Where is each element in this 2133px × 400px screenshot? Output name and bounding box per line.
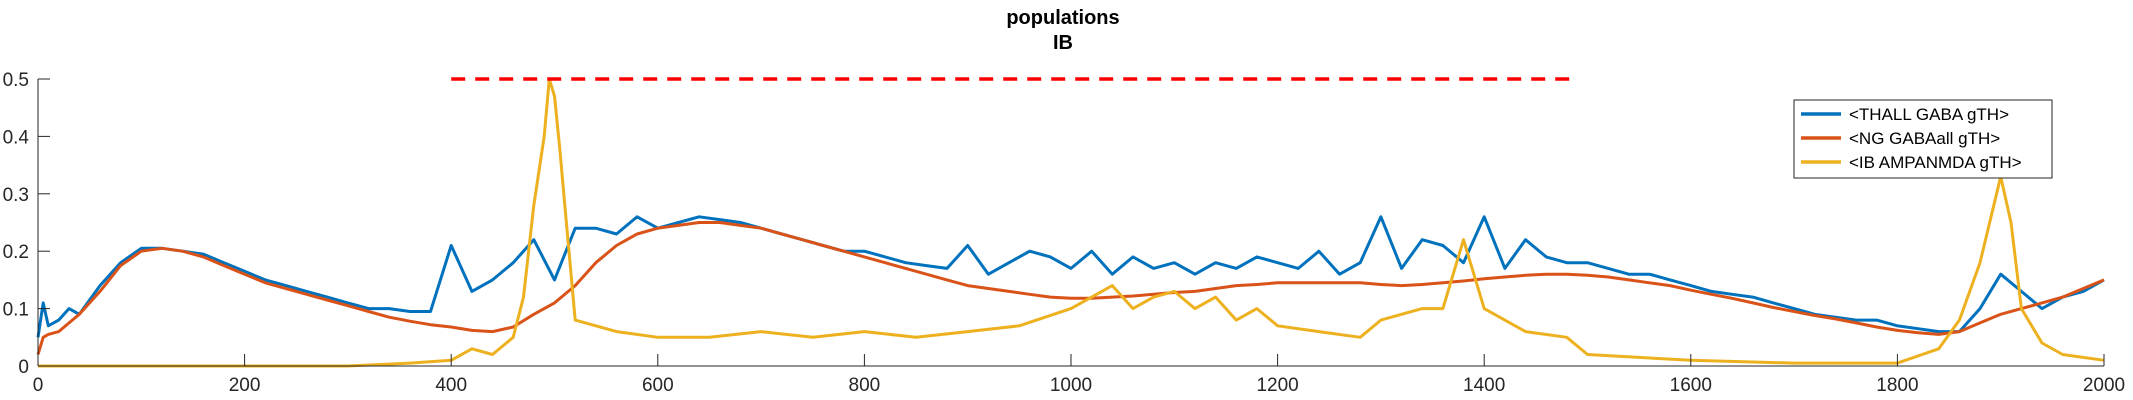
y-tick-label: 0.3 bbox=[3, 185, 29, 206]
legend-label-1: <THALL GABA gTH> bbox=[1849, 105, 2009, 124]
y-axis-ticks: 0 0.1 0.2 0.3 0.4 0.5 bbox=[3, 70, 50, 378]
x-tick-label: 400 bbox=[435, 375, 467, 396]
y-tick-label: 0.2 bbox=[3, 242, 29, 263]
x-tick-label: 1200 bbox=[1256, 375, 1298, 396]
y-tick-label: 0.1 bbox=[3, 300, 29, 321]
y-tick-label: 0.5 bbox=[3, 70, 29, 91]
x-tick-label: 2000 bbox=[2083, 375, 2125, 396]
legend-label-2: <NG GABAall gTH> bbox=[1849, 129, 2000, 148]
series-line-1 bbox=[36, 215, 2105, 338]
x-tick-label: 200 bbox=[229, 375, 261, 396]
x-tick-label: 1800 bbox=[1876, 375, 1918, 396]
plot-area: 0 200 400 600 800 1000 1200 1400 1600 1800 2000 00… bbox=[3, 70, 2126, 396]
x-tick-label: 1400 bbox=[1463, 375, 1505, 396]
chart-title: populations bbox=[1006, 7, 1119, 29]
x-tick-label: 0 bbox=[33, 375, 44, 396]
x-tick-label: 600 bbox=[642, 375, 674, 396]
y-tick-label: 0 bbox=[18, 357, 29, 378]
x-tick-label: 800 bbox=[849, 375, 881, 396]
legend-label-3: <IB AMPANMDA gTH> bbox=[1849, 153, 2022, 172]
legend: <THALL GABA gTH> <NG GABAall gTH> <IB AMPA… bbox=[1793, 99, 2053, 179]
legend-items: <THALL GABA gTH> <NG GABAall gTH> <IB AMPA… bbox=[1801, 105, 2022, 172]
series-line-2 bbox=[36, 221, 2105, 355]
x-tick-label: 1600 bbox=[1670, 375, 1712, 396]
y-tick-label: 0.4 bbox=[3, 127, 30, 148]
x-tick-label: 1000 bbox=[1050, 375, 1092, 396]
series-line-3 bbox=[38, 77, 2105, 368]
chart-subtitle: IB bbox=[1053, 32, 1073, 54]
x-axis-ticks: 0 200 400 600 800 1000 1200 1400 1600 1800 2000 bbox=[33, 354, 2125, 396]
series-lines bbox=[36, 77, 2105, 368]
